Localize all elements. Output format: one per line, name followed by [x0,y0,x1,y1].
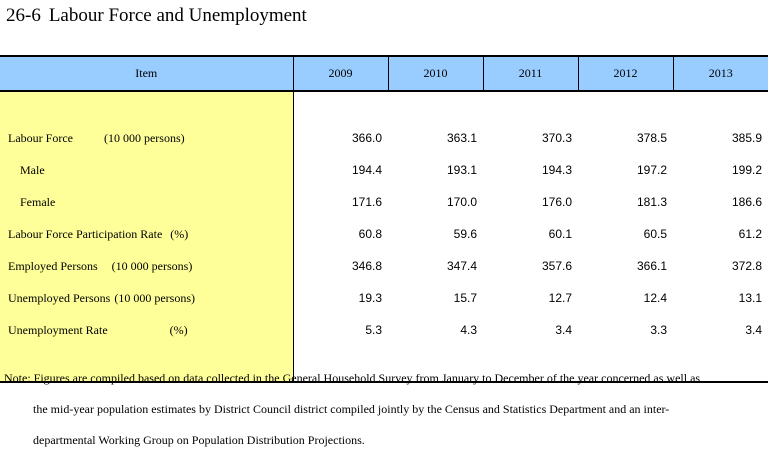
spacer-row [0,91,768,122]
labour-force-table: Item 2009 2010 2011 2012 2013 Labour For… [0,55,768,383]
table-row: Unemployment Rate (%) 5.3 4.3 3.4 3.3 3.4 [0,314,768,346]
row-label: Female [0,186,294,218]
row-unit: (%) [169,322,188,337]
row-label: Unemployment Rate (%) [0,314,294,346]
table-cell: 197.2 [636,163,667,177]
row-label-text: Female [20,194,56,209]
table-cell: 346.8 [351,259,382,273]
note-line-2: the mid-year population estimates by Dis… [33,402,670,416]
row-unit: (10 000 persons) [114,290,195,305]
table-cell: 194.3 [541,163,572,177]
table-cell: 60.5 [643,227,667,241]
table-cell: 378.5 [636,131,667,145]
row-label-text: Unemployment Rate [8,322,108,337]
row-label-text: Unemployed Persons [8,290,111,305]
table-row: Labour Force (10 000 persons) 366.0 363.1… [0,122,768,154]
table-cell: 370.3 [541,131,572,145]
table-cell: 60.8 [358,227,382,241]
table-number: 26-6 [6,5,41,26]
table-cell: 357.6 [541,259,572,273]
table-cell: 186.6 [731,195,762,209]
table-cell: 363.1 [446,131,477,145]
table-cell: 3.4 [745,323,762,337]
row-unit: (10 000 persons) [103,130,185,145]
table-cell: 59.6 [453,227,477,241]
table-cell: 347.4 [446,259,477,273]
table-cell: 199.2 [731,163,762,177]
table-cell: 5.3 [365,323,382,337]
table-cell: 176.0 [541,195,572,209]
table-cell: 3.4 [555,323,572,337]
table-cell: 19.3 [358,291,382,305]
table-cell: 193.1 [446,163,477,177]
table-cell: 4.3 [460,323,477,337]
row-unit: (%) [170,226,189,241]
row-unit: (10 000 persons) [111,258,193,273]
table-cell: 12.7 [548,291,572,305]
table-cell: 61.2 [738,227,762,241]
row-label: Labour Force (10 000 persons) [0,122,294,154]
table-row: Female 171.6 170.0 176.0 181.3 186.6 [0,186,768,218]
header-year-2011: 2011 [482,55,578,92]
header-year-2010: 2010 [387,55,483,92]
row-label-text: Labour Force Participation Rate [8,226,163,241]
table-cell: 3.3 [650,323,667,337]
header-row: Item 2009 2010 2011 2012 2013 [0,55,768,92]
row-label-text: Male [20,162,45,177]
table-cell: 366.1 [636,259,667,273]
header-year-2012: 2012 [577,55,673,92]
note-line-3: departmental Working Group on Population… [33,433,365,447]
table-cell: 366.0 [351,131,382,145]
table-cell: 15.7 [453,291,477,305]
header-item: Item [0,55,293,92]
table-cell: 385.9 [731,131,762,145]
row-label-text: Labour Force [8,130,73,145]
table-note: Note: Figures are compiled based on data… [4,363,768,456]
table-cell: 60.1 [548,227,572,241]
row-label: Labour Force Participation Rate (%) [0,218,294,250]
row-label: Unemployed Persons (10 000 persons) [0,282,294,314]
header-year-2013: 2013 [672,55,768,92]
row-label-text: Employed Persons [8,258,98,273]
table-title: Labour Force and Unemployment [48,5,307,26]
row-label: Employed Persons (10 000 persons) [0,250,294,282]
note-line-1: Note: Figures are compiled based on data… [4,371,701,385]
page-title: 26-6 Labour Force and Unemployment [6,4,307,28]
header-year-2009: 2009 [292,55,388,92]
spacer-row [0,346,768,383]
row-label: Male [0,154,294,186]
table-cell: 372.8 [731,259,762,273]
table-row: Unemployed Persons (10 000 persons) 19.3 … [0,282,768,314]
table-cell: 181.3 [636,195,667,209]
table-cell: 194.4 [351,163,382,177]
table-cell: 13.1 [738,291,762,305]
table-cell: 170.0 [446,195,477,209]
table-cell: 171.6 [351,195,382,209]
table-row: Labour Force Participation Rate (%) 60.8 … [0,218,768,250]
table-row: Employed Persons (10 000 persons) 346.8 3… [0,250,768,282]
table-row: Male 194.4 193.1 194.3 197.2 199.2 [0,154,768,186]
table-cell: 12.4 [643,291,667,305]
